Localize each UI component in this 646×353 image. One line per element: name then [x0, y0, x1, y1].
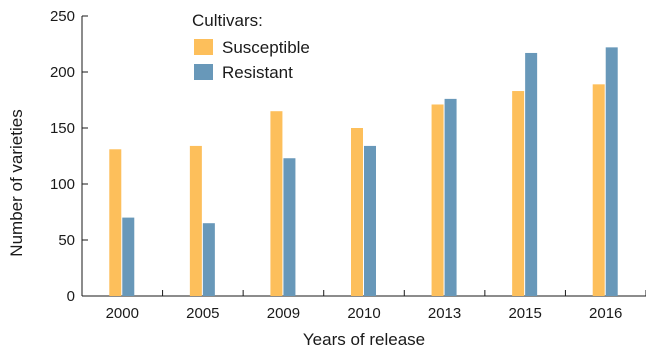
bar-resistant-2016	[605, 47, 618, 296]
y-tick-label: 0	[67, 288, 75, 305]
bar-resistant-2009	[283, 158, 296, 296]
x-tick-label: 2013	[428, 305, 461, 322]
bar-susceptible-2009	[270, 111, 283, 296]
y-tick-label: 50	[58, 232, 75, 249]
bar-resistant-2013	[444, 98, 457, 296]
legend-title: Cultivars:	[192, 11, 263, 30]
x-tick-label: 2005	[186, 305, 219, 322]
bar-resistant-2000	[122, 217, 135, 296]
y-tick-label: 250	[50, 8, 75, 25]
legend: Cultivars: Susceptible Resistant	[192, 11, 310, 82]
x-tick-label: 2016	[589, 305, 622, 322]
bar-resistant-2005	[202, 223, 215, 296]
bar-resistant-2015	[525, 52, 538, 297]
x-tick-label: 2010	[347, 305, 380, 322]
y-axis-title: Number of varieties	[7, 109, 26, 256]
x-tick-label: 2009	[267, 305, 300, 322]
legend-label-resistant: Resistant	[222, 63, 293, 82]
bar-susceptible-2000	[109, 149, 122, 296]
x-tick-label: 2000	[106, 305, 139, 322]
y-tick-label: 150	[50, 120, 75, 137]
bar-resistant-2010	[364, 145, 376, 296]
bar-susceptible-2016	[592, 84, 605, 296]
x-axis-title: Years of release	[303, 330, 425, 349]
bar-susceptible-2013	[431, 104, 444, 296]
x-tick-label: 2015	[508, 305, 541, 322]
y-tick-label: 200	[50, 64, 75, 81]
legend-label-susceptible: Susceptible	[222, 38, 310, 57]
bar-susceptible-2010	[351, 128, 363, 296]
y-tick-label: 100	[50, 176, 75, 193]
bar-susceptible-2005	[189, 145, 202, 296]
y-axis-ticks: 0 50 100 150 200 250	[50, 8, 88, 305]
bars	[109, 47, 618, 297]
legend-swatch-susceptible	[194, 39, 213, 55]
legend-swatch-resistant	[194, 64, 213, 80]
bar-susceptible-2015	[512, 91, 525, 296]
x-axis-ticks: 2000 2005 2009 2010 2013 2015 2016	[106, 290, 646, 322]
